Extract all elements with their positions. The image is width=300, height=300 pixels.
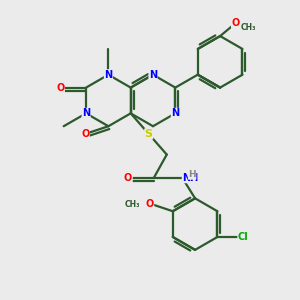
Text: O: O [81, 129, 89, 139]
Text: S: S [145, 129, 153, 139]
Text: O: O [232, 18, 240, 28]
Text: N: N [104, 70, 112, 80]
Text: NH: NH [182, 173, 199, 183]
Text: N: N [82, 108, 90, 118]
Text: CH₃: CH₃ [124, 200, 140, 209]
Text: O: O [124, 173, 132, 183]
Text: Cl: Cl [238, 232, 248, 242]
Text: H: H [188, 170, 196, 179]
Text: N: N [171, 108, 179, 118]
Text: O: O [56, 82, 64, 93]
Text: O: O [146, 199, 154, 208]
Text: N: N [149, 70, 157, 80]
Text: CH₃: CH₃ [241, 22, 256, 32]
